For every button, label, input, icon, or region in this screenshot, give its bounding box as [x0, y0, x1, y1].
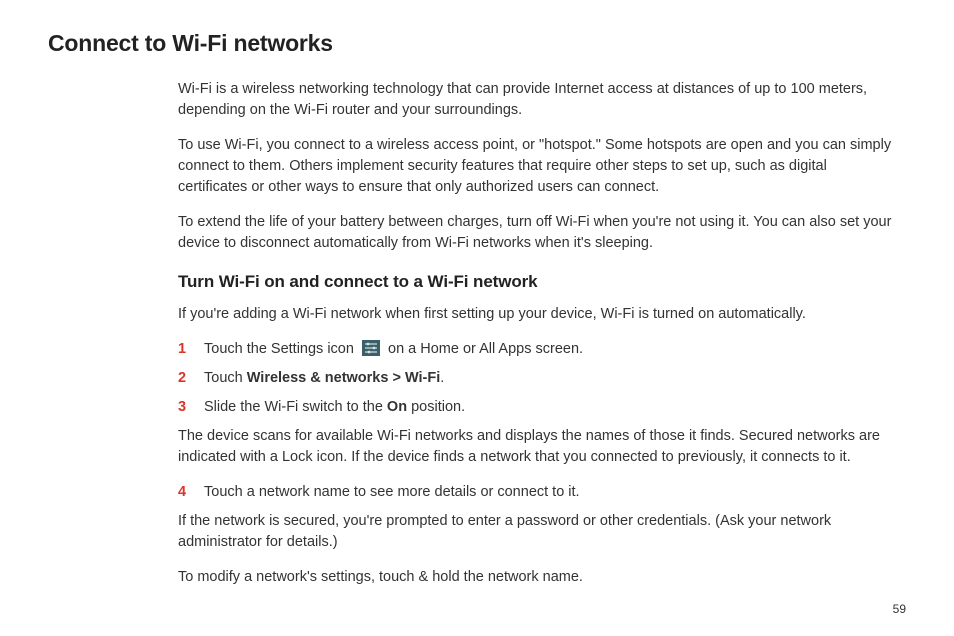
step-text: Touch a network name to see more details… [204, 482, 896, 503]
step-3-prefix: Slide the Wi-Fi switch to the [204, 399, 387, 415]
step-number: 3 [178, 397, 204, 418]
step-2-suffix: . [440, 370, 444, 386]
page-number: 59 [893, 602, 906, 616]
modify-paragraph: To modify a network's settings, touch & … [178, 567, 896, 588]
after-step-4-paragraph: If the network is secured, you're prompt… [178, 511, 896, 553]
step-number: 1 [178, 339, 204, 360]
step-3: 3 Slide the Wi-Fi switch to the On posit… [178, 397, 896, 418]
step-3-bold: On [387, 399, 407, 415]
step-1: 1 Touch the Settings icon on a Home or A… [178, 339, 896, 360]
intro-paragraph-3: To extend the life of your battery betwe… [178, 212, 896, 254]
step-number: 4 [178, 482, 204, 503]
step-1-before: Touch the Settings icon [204, 341, 358, 357]
step-text: Touch the Settings icon on a Home or All… [204, 339, 896, 360]
intro-paragraph-1: Wi-Fi is a wireless networking technolog… [178, 79, 896, 121]
page-title: Connect to Wi-Fi networks [48, 30, 906, 57]
step-2-bold: Wireless & networks > Wi-Fi [247, 370, 441, 386]
content-body: Wi-Fi is a wireless networking technolog… [178, 79, 896, 588]
step-number: 2 [178, 368, 204, 389]
intro-paragraph-2: To use Wi-Fi, you connect to a wireless … [178, 135, 896, 198]
step-2-prefix: Touch [204, 370, 247, 386]
step-3-suffix: position. [407, 399, 465, 415]
step-4: 4 Touch a network name to see more detai… [178, 482, 896, 503]
section-intro: If you're adding a Wi-Fi network when fi… [178, 304, 896, 325]
section-heading: Turn Wi-Fi on and connect to a Wi-Fi net… [178, 272, 896, 292]
step-1-after: on a Home or All Apps screen. [388, 341, 583, 357]
step-2: 2 Touch Wireless & networks > Wi-Fi. [178, 368, 896, 389]
step-text: Touch Wireless & networks > Wi-Fi. [204, 368, 896, 389]
step-text: Slide the Wi-Fi switch to the On positio… [204, 397, 896, 418]
after-step-3-paragraph: The device scans for available Wi-Fi net… [178, 426, 896, 468]
settings-sliders-icon [362, 340, 380, 356]
